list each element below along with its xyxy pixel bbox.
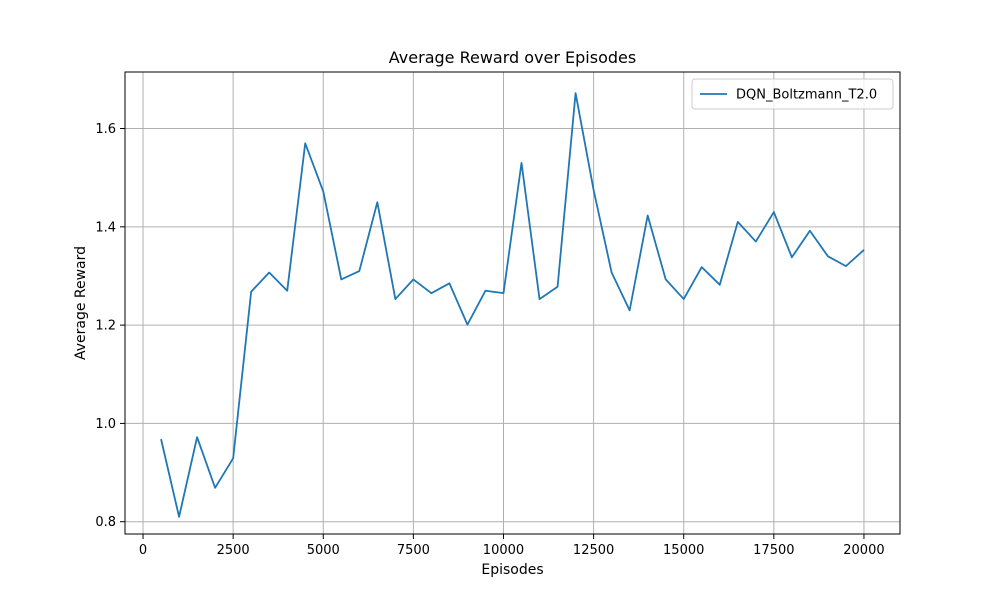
y-tick-label: 0.8	[95, 515, 116, 530]
axis-ticks: 0 2500 5000 7500 10000 12500 15000 17500 20000 0.…	[95, 122, 884, 558]
chart-title: Average Reward over Episodes	[389, 48, 636, 67]
x-tick-label: 17500	[753, 543, 794, 558]
x-tick-label: 12500	[573, 543, 614, 558]
y-tick-label: 1.4	[95, 220, 116, 235]
x-tick-label: 2500	[217, 543, 250, 558]
x-tick-label: 10000	[483, 543, 524, 558]
x-tick-label: 0	[139, 543, 147, 558]
legend-label: DQN_Boltzmann_T2.0	[736, 88, 877, 103]
series-layer	[160, 92, 865, 518]
x-tick-label: 20000	[843, 543, 884, 558]
y-tick-label: 1.6	[95, 122, 116, 137]
legend-box	[691, 78, 894, 110]
legend: DQN_Boltzmann_T2.0	[691, 78, 894, 110]
y-axis-label: Average Reward	[73, 246, 89, 360]
y-tick-label: 1.2	[95, 319, 116, 334]
x-axis-label: Episodes	[481, 562, 543, 578]
x-tick-label: 5000	[307, 543, 340, 558]
y-tick-label: 1.0	[95, 417, 116, 432]
grid	[125, 72, 900, 534]
plot-area-frame	[124, 71, 901, 535]
series-line	[160, 92, 865, 518]
x-tick-label: 15000	[663, 543, 704, 558]
x-tick-label: 7500	[397, 543, 430, 558]
